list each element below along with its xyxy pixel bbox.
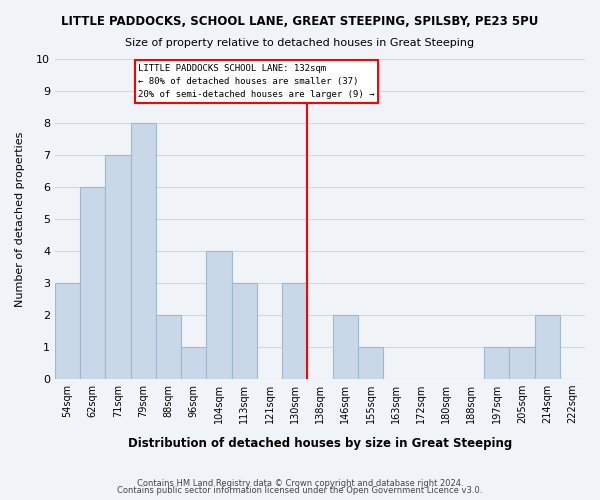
Text: LITTLE PADDOCKS, SCHOOL LANE, GREAT STEEPING, SPILSBY, PE23 5PU: LITTLE PADDOCKS, SCHOOL LANE, GREAT STEE… (61, 15, 539, 28)
Bar (358, 347, 383, 379)
Bar (535, 315, 560, 379)
Text: LITTLE PADDOCKS SCHOOL LANE: 132sqm
← 80% of detached houses are smaller (37)
20: LITTLE PADDOCKS SCHOOL LANE: 132sqm ← 80… (138, 64, 375, 99)
Text: Contains HM Land Registry data © Crown copyright and database right 2024.: Contains HM Land Registry data © Crown c… (137, 478, 463, 488)
Bar (55, 283, 80, 379)
Bar (484, 347, 509, 379)
Y-axis label: Number of detached properties: Number of detached properties (15, 131, 25, 306)
Bar (232, 283, 257, 379)
Bar (332, 315, 358, 379)
Bar (181, 347, 206, 379)
Bar (156, 315, 181, 379)
Text: Size of property relative to detached houses in Great Steeping: Size of property relative to detached ho… (125, 38, 475, 48)
X-axis label: Distribution of detached houses by size in Great Steeping: Distribution of detached houses by size … (128, 437, 512, 450)
Bar (80, 187, 106, 379)
Bar (282, 283, 307, 379)
Bar (106, 155, 131, 379)
Bar (206, 251, 232, 379)
Bar (509, 347, 535, 379)
Bar (131, 123, 156, 379)
Text: Contains public sector information licensed under the Open Government Licence v3: Contains public sector information licen… (118, 486, 482, 495)
